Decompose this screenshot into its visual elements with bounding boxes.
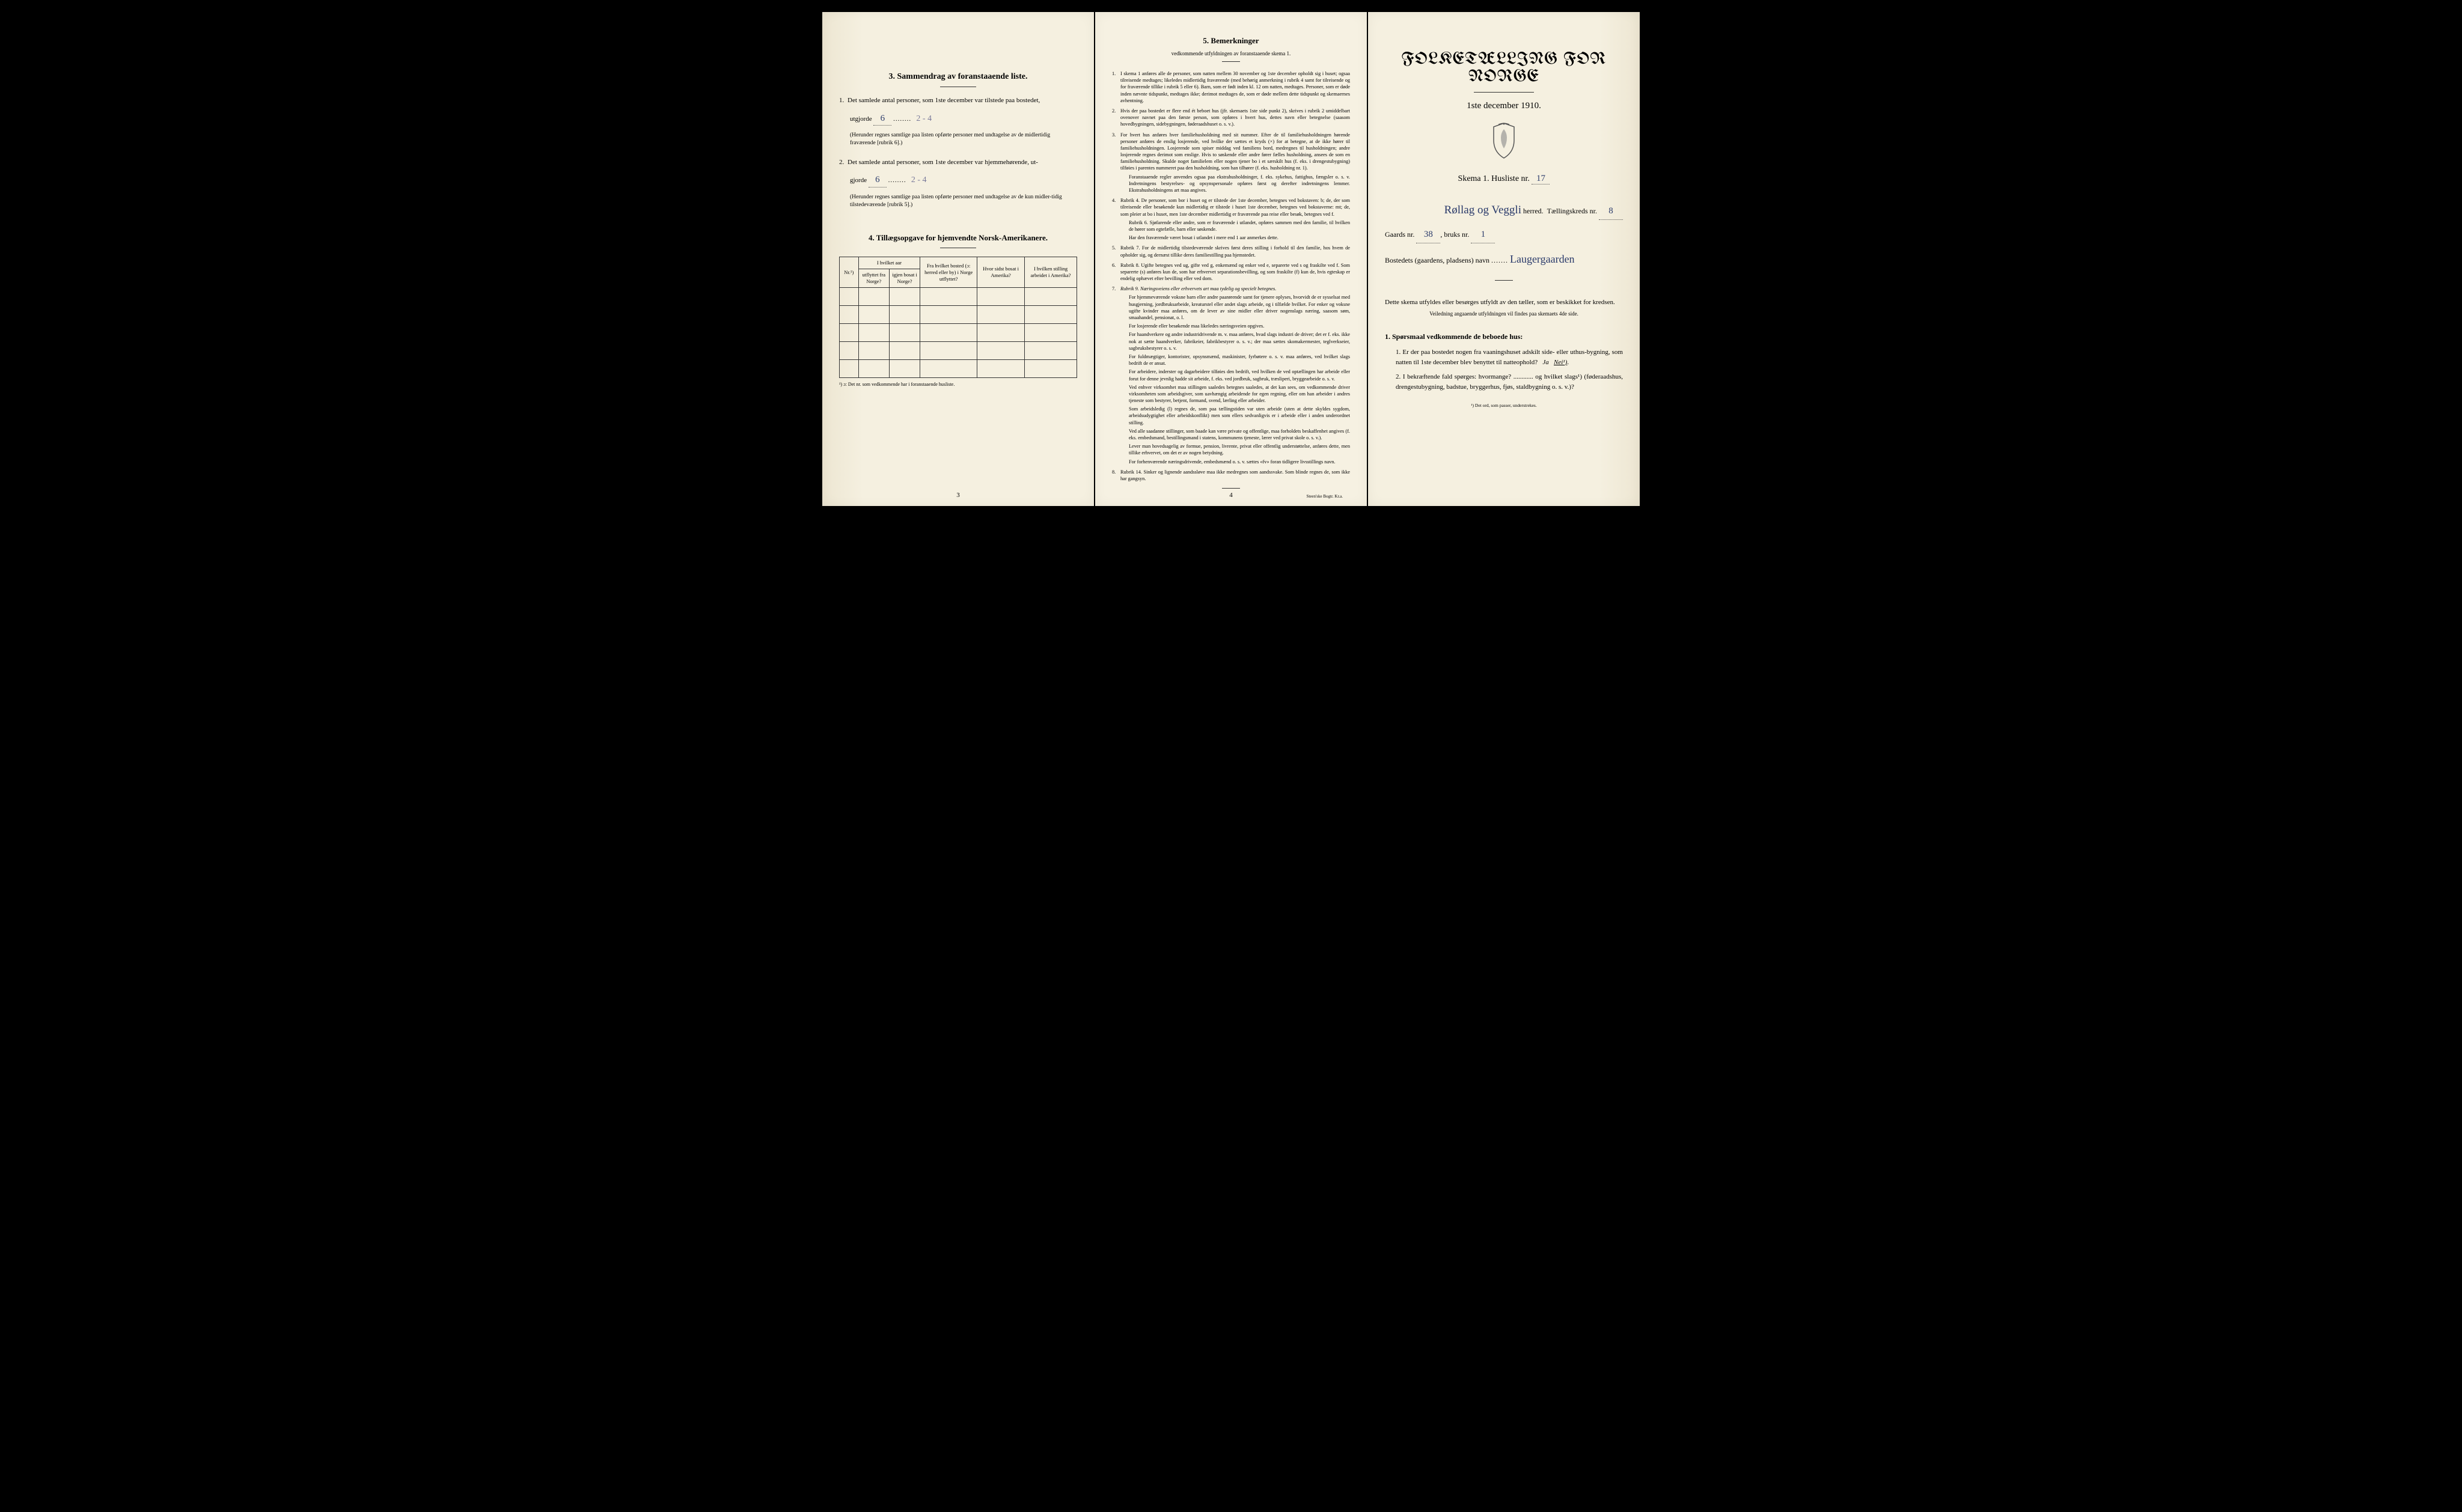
page-3: 3. Sammendrag av foranstaaende liste. 1.… [822, 12, 1094, 506]
item-2-value-line: gjorde 6 ........ 2 - 4 [850, 173, 1077, 187]
item-2: 2.Det samlede antal personer, som 1ste d… [839, 157, 1077, 168]
remark-4-extra1: Rubrik 6. Sjøfarende eller andre, som er… [1120, 219, 1350, 233]
col-igjen: igjen bosat i Norge? [889, 269, 920, 288]
col-group-aar: I hvilket aar [858, 257, 920, 269]
item-2-paren: (Herunder regnes samtlige paa listen opf… [850, 194, 1077, 210]
col-sidst: Hvor sidst bosat i Amerika? [977, 257, 1025, 288]
item-1-value: 6 [873, 112, 891, 126]
instruction-small: Veiledning angaaende utfyldningen vil fi… [1385, 311, 1623, 317]
krets-value: 8 [1599, 203, 1623, 220]
herred-line: Røllag og Veggli herred. Tællingskreds n… [1385, 200, 1623, 221]
table-row [840, 324, 1077, 342]
remark-7-extra-5: Ved enhver virksomhet maa stillingen saa… [1120, 384, 1350, 404]
remark-8: Rubrik 14. Sinker og lignende aandssløve… [1120, 469, 1350, 481]
rule [1495, 280, 1513, 281]
col-stilling: I hvilken stilling arbeidet i Amerika? [1025, 257, 1077, 288]
census-date: 1ste december 1910. [1385, 101, 1623, 111]
remark-7-extra-1: For losjerende eller besøkende maa likel… [1120, 323, 1350, 329]
remark-7-extra-9: For forhenværende næringsdrivende, embed… [1120, 459, 1350, 465]
gaards-value: 38 [1416, 227, 1440, 243]
question-1: 1. Er der paa bostedet nogen fra vaaning… [1396, 347, 1623, 367]
main-title: FOLKETÆLLING FOR NORGE [1385, 51, 1623, 86]
remarks-list: 1.I skema 1 anføres alle de personer, so… [1112, 70, 1350, 482]
remark-7-extra-3: For fuldmægtiger, kontorister, opsynsmæn… [1120, 353, 1350, 367]
skema-line: Skema 1. Husliste nr. 17 [1385, 174, 1623, 184]
remark-7-extra-0: For hjemmeværende voksne barn eller andr… [1120, 294, 1350, 321]
remark-1: I skema 1 anføres alle de personer, som … [1120, 71, 1350, 103]
item-2-value: 6 [869, 173, 887, 187]
remark-7-extra-4: For arbeidere, inderster og dagarbeidere… [1120, 368, 1350, 382]
page-4: 5. Bemerkninger vedkommende utfyldningen… [1095, 12, 1367, 506]
herred-value: Røllag og Veggli [1444, 204, 1521, 216]
footnote-right: ¹) Det ord, som passer, understrekes. [1385, 403, 1623, 408]
table-row [840, 360, 1077, 378]
table-row [840, 306, 1077, 324]
table-row [840, 342, 1077, 360]
remark-7: Rubrik 9. Næringsveiens eller erhvervets… [1120, 286, 1276, 291]
question-2: 2. I bekræftende fald spørges: hvormange… [1396, 372, 1623, 392]
section-5-title: 5. Bemerkninger [1112, 36, 1350, 46]
rule [1222, 61, 1240, 62]
item-1-pencil: 2 - 4 [916, 114, 932, 123]
item-2-pencil: 2 - 4 [911, 175, 927, 184]
col-bosted: Fra hvilket bosted (ɔ: herred eller by) … [920, 257, 977, 288]
document-triptych: 3. Sammendrag av foranstaaende liste. 1.… [822, 12, 1640, 506]
bruks-value: 1 [1471, 227, 1495, 243]
bosted-line: Bostedets (gaardens, pladsens) navn ....… [1385, 249, 1623, 269]
item-1: 1.Det samlede antal personer, som 1ste d… [839, 96, 1077, 106]
remark-4: Rubrik 4. De personer, som bor i huset o… [1120, 198, 1350, 216]
husliste-nr: 17 [1532, 174, 1550, 184]
crest-icon [1488, 122, 1520, 160]
remark-6: Rubrik 8. Ugifte betegnes ved ug, gifte … [1120, 263, 1350, 281]
item-1-value-line: utgjorde 6 ........ 2 - 4 [850, 112, 1077, 126]
item-1-paren: (Herunder regnes samtlige paa listen opf… [850, 132, 1077, 148]
gaards-line: Gaards nr. 38, bruks nr. 1 [1385, 227, 1623, 243]
remark-7-extra-2: For haandverkere og andre industridriven… [1120, 331, 1350, 352]
answer-nei: Nei¹) [1554, 359, 1567, 366]
col-nr: Nr.¹) [840, 257, 859, 288]
page-number: 3 [822, 492, 1094, 499]
rule [1222, 488, 1240, 489]
remark-7-extra-8: Lever man hovedsagelig av formue, pensio… [1120, 443, 1350, 456]
rule [1474, 92, 1534, 93]
page-1-title: FOLKETÆLLING FOR NORGE 1ste december 191… [1368, 12, 1640, 506]
remark-7-extra-7: Ved alle saadanne stillinger, som baade … [1120, 428, 1350, 441]
remark-2: Hvis der paa bostedet er flere end ét be… [1120, 108, 1350, 127]
col-utflyttet: utflyttet fra Norge? [858, 269, 889, 288]
printer-mark: Steen'ske Bogtr. Kr.a. [1306, 494, 1343, 499]
remark-5: Rubrik 7. For de midlertidig tilstedevær… [1120, 245, 1350, 257]
q-section-title: 1. Spørsmaal vedkommende de beboede hus: [1385, 332, 1623, 341]
bosted-value: Laugergaarden [1510, 253, 1575, 265]
section-5-subtitle: vedkommende utfyldningen av foranstaaend… [1112, 50, 1350, 56]
remark-3-extra: Foranstaaende regler anvendes ogsaa paa … [1120, 174, 1350, 194]
section-4-title: 4. Tillægsopgave for hjemvendte Norsk-Am… [839, 233, 1077, 243]
remark-3: For hvert hus anføres hver familiehushol… [1120, 132, 1350, 171]
remark-7-extra-6: Som arbeidsledig (l) regnes de, som paa … [1120, 406, 1350, 426]
remark-4-extra2: Har den fraværende været bosat i utlande… [1120, 234, 1350, 241]
table-row [840, 288, 1077, 306]
instruction-main: Dette skema utfyldes eller besørges utfy… [1385, 297, 1623, 308]
section-3-title: 3. Sammendrag av foranstaaende liste. [839, 72, 1077, 82]
table-footnote: ¹) ɔ: Det nr. som vedkommende har i fora… [839, 382, 1077, 387]
amerika-table: Nr.¹) I hvilket aar Fra hvilket bosted (… [839, 257, 1077, 378]
table-body [840, 288, 1077, 378]
